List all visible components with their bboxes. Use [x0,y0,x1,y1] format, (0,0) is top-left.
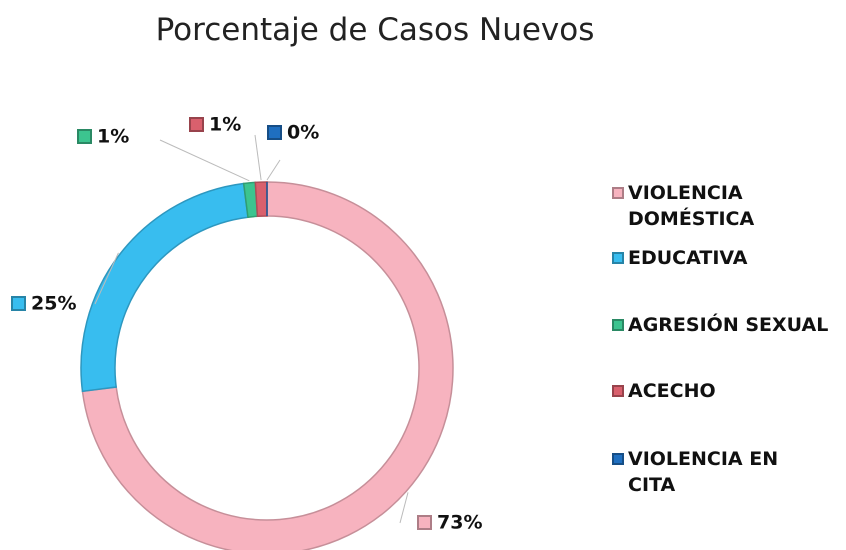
legend-item: EDUCATIVA [612,245,812,271]
legend-swatch [612,187,624,199]
leader-line [254,134,262,181]
data-label: 1% [209,114,241,136]
donut-slice [80,182,249,393]
label-swatch [267,125,282,140]
legend-label: ACECHO [628,380,716,402]
label-swatch [11,296,26,311]
leader-line [399,492,409,524]
legend-item: AGRESIÓN SEXUAL [612,312,842,338]
data-label: 73% [437,512,482,534]
data-label: 25% [31,293,76,315]
legend-swatch [612,319,624,331]
donut-slice [254,181,268,218]
legend-swatch [612,453,624,465]
legend-swatch [612,385,624,397]
legend-item: ACECHO [612,378,812,404]
legend-label: VIOLENCIA EN CITA [628,448,779,496]
legend-item: VIOLENCIA EN CITA [612,446,802,498]
data-label: 1% [97,126,129,148]
legend-label: EDUCATIVA [628,247,748,269]
leader-line [94,252,119,305]
data-label: 0% [287,122,319,144]
leader-line [266,159,281,181]
label-swatch [77,129,92,144]
chart-title: Porcentaje de Casos Nuevos [156,12,595,48]
label-swatch [189,117,204,132]
legend-swatch [612,252,624,264]
legend-label: AGRESIÓN SEXUAL [628,314,829,336]
donut-slice [81,181,454,550]
leader-line [159,139,250,182]
legend-label: VIOLENCIA DOMÉSTICA [628,182,755,230]
legend-item: VIOLENCIA DOMÉSTICA [612,180,782,232]
label-swatch [417,515,432,530]
